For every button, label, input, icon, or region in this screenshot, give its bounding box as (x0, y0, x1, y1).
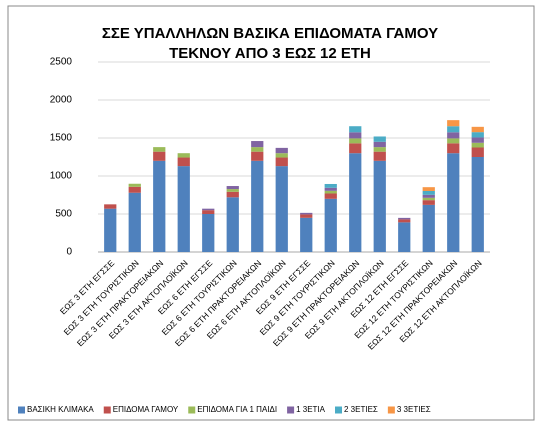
bar-segment (422, 197, 435, 201)
bar-segment (324, 198, 337, 252)
bar-segment (373, 147, 386, 152)
bar-segment (349, 153, 362, 252)
bar-segment (447, 126, 460, 133)
bar-segment (202, 210, 215, 214)
y-tick-label: 500 (55, 209, 72, 220)
bar-segment (153, 160, 166, 252)
bar-segment (300, 217, 313, 252)
bar-segment (275, 153, 288, 158)
bar-segment (128, 186, 141, 193)
bar-segment (226, 186, 239, 190)
bar-segment (275, 147, 288, 154)
bar-segment (471, 157, 484, 252)
bar-segment (447, 153, 460, 252)
legend-swatch (287, 406, 295, 414)
bar-segment (324, 183, 337, 188)
bar-segment (300, 214, 313, 218)
bar-segment (422, 190, 435, 195)
bar-segment (349, 126, 362, 133)
bar-segment (251, 160, 264, 252)
chart-border (7, 5, 535, 421)
bar-segment (104, 208, 117, 252)
legend-swatch (103, 406, 111, 414)
bar-segment (373, 141, 386, 148)
legend-label: ΕΠΙΔΟΜΑ ΓΙΑ 1 ΠΑΙΔΙ (197, 405, 277, 414)
legend-label: 2 3ΕΤΙΕΣ (344, 405, 378, 414)
legend-swatch (335, 406, 342, 414)
bar-segment (398, 217, 411, 220)
bar-segment (324, 193, 337, 199)
bar-segment (104, 204, 117, 209)
legend-label: 3 3ΕΤΙΕΣ (397, 405, 431, 414)
bar-segment (275, 166, 288, 252)
bar-segment (447, 120, 460, 127)
bar-segment (398, 222, 411, 252)
bar-segment (202, 208, 215, 211)
y-tick-label: 0 (66, 247, 72, 258)
legend-swatch (18, 406, 25, 414)
bar-segment (324, 187, 337, 191)
bar-segment (177, 157, 190, 167)
bar-segment (275, 157, 288, 167)
bar-segment (349, 143, 362, 154)
bar-segment (471, 126, 484, 133)
chart-title: ΤΕΚΝΟΥ ΑΠΟ 3 ΕΩΣ 12 ΕΤΗ (169, 45, 371, 62)
bar-segment (471, 137, 484, 143)
bar-segment (226, 197, 239, 252)
legend-swatch (188, 406, 196, 414)
y-tick-label: 1000 (50, 171, 73, 182)
bar-segment (202, 214, 215, 252)
bar-segment (398, 219, 411, 223)
legend-swatch (387, 406, 395, 414)
bar-segment (447, 138, 460, 144)
bar-segment (153, 147, 166, 152)
bar-segment (373, 151, 386, 161)
y-tick-label: 2500 (50, 57, 73, 68)
legend-label: ΒΑΣΙΚΗ ΚΛΙΜΑΚΑ (27, 405, 94, 414)
bar-segment (422, 187, 435, 191)
y-tick-label: 2000 (50, 95, 73, 106)
y-tick-label: 1500 (50, 133, 73, 144)
bar-segment (373, 136, 386, 142)
bar-segment (447, 132, 460, 139)
bar-segment (422, 194, 435, 198)
bar-segment (349, 132, 362, 139)
bar-segment (177, 166, 190, 252)
bar-segment (471, 142, 484, 148)
bar-segment (128, 192, 141, 252)
bar-segment (251, 141, 264, 148)
bar-segment (471, 132, 484, 138)
bar-segment (373, 160, 386, 252)
bar-segment (422, 200, 435, 205)
bar-segment (251, 151, 264, 161)
bar-segment (153, 151, 166, 161)
legend-label: ΕΠΙΔΟΜΑ ΓΑΜΟΥ (113, 405, 179, 414)
legend-label: 1 3ΕΤΙΑ (296, 405, 326, 414)
bar-segment (422, 204, 435, 252)
bar-segment (251, 147, 264, 152)
bar-segment (324, 190, 337, 194)
bar-segment (226, 189, 239, 192)
bar-segment (300, 212, 313, 215)
bar-segment (447, 143, 460, 154)
bar-segment (349, 138, 362, 144)
bar-segment (471, 147, 484, 157)
chart-title: ΣΣΕ ΥΠΑΛΛΗΛΩΝ ΒΑΣΙΚΑ ΕΠΙΔΟΜΑΤΑ ΓΑΜΟΥ (102, 25, 438, 42)
bar-segment (128, 183, 141, 187)
bar-segment (177, 153, 190, 158)
bar-segment (226, 191, 239, 198)
